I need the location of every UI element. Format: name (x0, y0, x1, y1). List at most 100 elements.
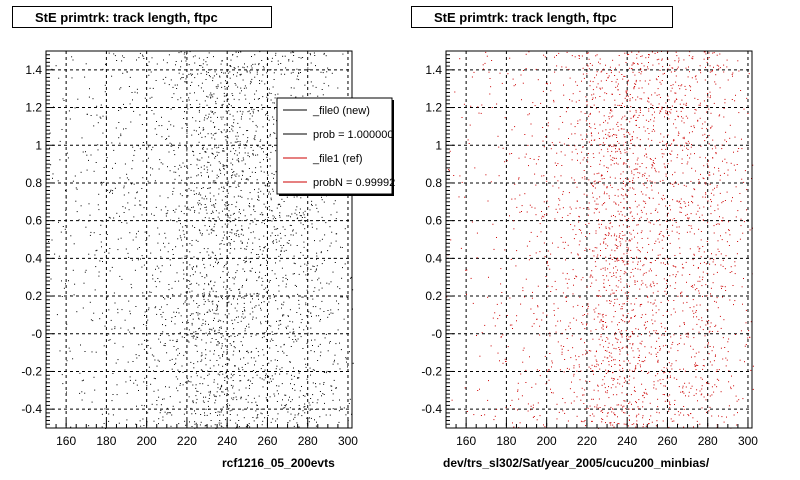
scatter-point (275, 249, 277, 251)
scatter-point (81, 391, 83, 393)
scatter-point (288, 399, 289, 401)
scatter-point (502, 334, 504, 336)
scatter-point (123, 57, 125, 58)
scatter-point (95, 250, 97, 252)
plot-title-left: StE primtrk: track length, ftpc (12, 6, 272, 28)
scatter-point (616, 247, 618, 249)
scatter-point (598, 152, 600, 154)
scatter-point (480, 112, 482, 114)
scatter-point (642, 415, 644, 417)
scatter-point (246, 145, 248, 147)
scatter-point (136, 357, 138, 359)
scatter-point (224, 204, 226, 206)
scatter-point (590, 285, 592, 287)
scatter-point (658, 203, 660, 205)
scatter-point (525, 369, 527, 371)
scatter-point (249, 102, 250, 104)
scatter-point (606, 187, 608, 189)
scatter-point (265, 287, 267, 289)
scatter-point (660, 262, 662, 264)
scatter-point (316, 402, 318, 404)
scatter-point (594, 406, 596, 408)
scatter-point (293, 367, 294, 369)
scatter-point (153, 377, 155, 379)
scatter-point (162, 416, 164, 418)
scatter-point (134, 150, 136, 152)
scatter-point (148, 146, 150, 148)
scatter-point (206, 71, 207, 73)
scatter-point (496, 303, 498, 305)
scatter-point (614, 250, 616, 252)
scatter-point (102, 68, 104, 70)
scatter-point (674, 311, 676, 313)
scatter-point (161, 265, 163, 267)
scatter-point (312, 382, 314, 384)
scatter-point (626, 226, 628, 228)
scatter-point (654, 169, 656, 171)
scatter-point (634, 83, 636, 85)
scatter-point (517, 382, 519, 384)
scatter-point (103, 181, 105, 183)
scatter-point (216, 360, 218, 361)
scatter-point (642, 265, 644, 267)
scatter-point (579, 162, 581, 164)
scatter-point (626, 201, 628, 203)
scatter-point (286, 328, 287, 330)
scatter-point (539, 415, 541, 417)
scatter-point (202, 146, 204, 148)
scatter-point (665, 293, 667, 295)
scatter-point (602, 313, 604, 315)
scatter-point (175, 208, 177, 210)
scatter-point (223, 165, 225, 167)
scatter-point (151, 354, 153, 356)
scatter-point (658, 309, 660, 311)
scatter-point (543, 175, 545, 177)
scatter-point (652, 165, 654, 167)
scatter-point (623, 144, 625, 146)
scatter-point (587, 407, 589, 409)
scatter-point (529, 204, 531, 206)
scatter-point (643, 391, 645, 393)
scatter-point (601, 409, 603, 411)
scatter-point (268, 281, 270, 283)
scatter-point (637, 406, 639, 408)
scatter-point (645, 272, 647, 274)
scatter-point (652, 309, 653, 311)
scatter-point (210, 229, 212, 231)
scatter-point (334, 354, 336, 356)
scatter-point (127, 202, 129, 204)
scatter-point (575, 81, 577, 83)
scatter-point (289, 396, 290, 398)
scatter-point (596, 404, 598, 406)
scatter-point (252, 298, 253, 300)
scatter-point (240, 341, 242, 343)
scatter-point (466, 269, 468, 271)
scatter-point (306, 378, 308, 380)
scatter-point (649, 419, 650, 421)
scatter-point (270, 193, 271, 195)
scatter-point (203, 165, 205, 167)
scatter-point (167, 128, 168, 130)
scatter-point (75, 200, 77, 202)
scatter-point (246, 245, 248, 247)
scatter-point (227, 405, 228, 407)
scatter-point (551, 286, 553, 288)
scatter-point (619, 219, 621, 221)
scatter-point (199, 327, 201, 329)
scatter-point (306, 278, 308, 280)
scatter-point (191, 322, 193, 324)
scatter-point (217, 321, 219, 322)
scatter-point (663, 367, 665, 369)
scatter-point (226, 302, 228, 304)
scatter-point (636, 257, 638, 259)
scatter-point (83, 379, 84, 381)
scatter-point (66, 323, 68, 325)
scatter-point (621, 260, 623, 261)
scatter-point (244, 85, 246, 87)
scatter-point (537, 285, 539, 287)
scatter-point (219, 395, 221, 397)
scatter-point (565, 66, 567, 68)
scatter-point (614, 311, 616, 312)
scatter-point (563, 84, 564, 86)
scatter-point (185, 381, 187, 383)
